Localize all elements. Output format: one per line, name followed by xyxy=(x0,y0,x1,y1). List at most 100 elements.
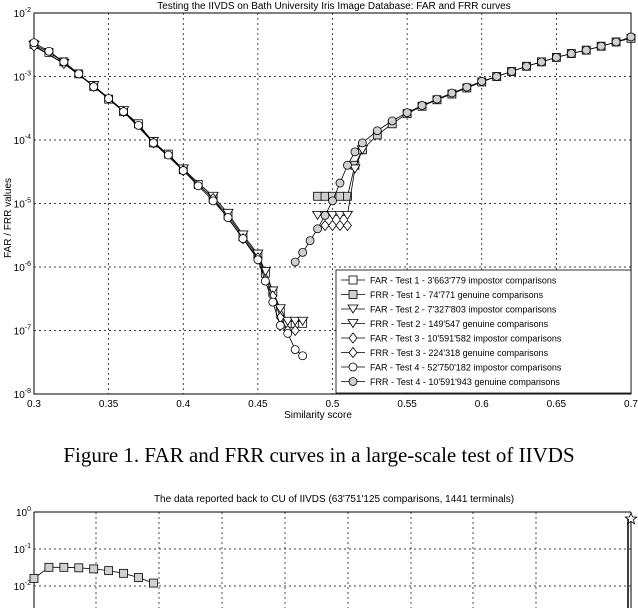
data-point xyxy=(29,574,39,583)
data-point xyxy=(334,210,346,221)
series xyxy=(624,511,638,525)
data-point xyxy=(148,578,158,588)
data-point xyxy=(74,69,84,79)
data-point xyxy=(193,181,203,191)
data-point xyxy=(275,321,285,330)
y-tick-label: 10-2 xyxy=(14,7,31,20)
data-point xyxy=(104,566,114,576)
x-axis-label: Similarity score xyxy=(284,410,352,421)
x-tick-label: 0.65 xyxy=(547,399,567,410)
legend-item: FAR - Test 1 - 3'663'779 impostor compar… xyxy=(341,276,557,286)
data-point xyxy=(342,219,352,232)
legend-marker xyxy=(348,377,358,386)
data-point xyxy=(59,562,69,572)
data-point xyxy=(148,138,158,148)
data-point xyxy=(326,210,339,221)
legend-marker xyxy=(348,332,358,344)
legend-marker xyxy=(347,304,359,314)
y-tick-label: 10-5 xyxy=(14,198,31,211)
data-point xyxy=(343,191,352,201)
series xyxy=(290,32,636,267)
data-point xyxy=(626,32,636,42)
data-point xyxy=(313,191,322,201)
series xyxy=(313,33,636,201)
x-tick-label: 0.7 xyxy=(624,399,638,410)
data-point xyxy=(289,316,301,326)
data-point xyxy=(104,94,114,103)
series-group-2 xyxy=(29,511,638,608)
legend-marker xyxy=(347,319,359,329)
data-point xyxy=(320,191,330,201)
legend-item: FRR - Test 1 - 74'771 genuine comparison… xyxy=(341,290,544,300)
data-point xyxy=(447,88,457,98)
data-point xyxy=(305,236,315,246)
legend-item: FAR - Test 3 - 10'591'582 impostor compa… xyxy=(341,332,562,344)
data-point xyxy=(290,257,300,267)
y-axis: 10-2 10-3 10-4 10-5 10-6 10-7 10-8 xyxy=(14,7,31,401)
series-group xyxy=(28,32,636,361)
data-point xyxy=(89,82,99,92)
x-tick-label: 0.4 xyxy=(176,399,190,410)
data-point xyxy=(432,94,442,104)
data-point xyxy=(238,234,248,244)
data-point xyxy=(44,46,54,56)
data-point xyxy=(327,219,338,232)
legend-label: FAR - Test 4 - 52'750'182 impostor compa… xyxy=(370,363,562,373)
data-point xyxy=(59,57,69,67)
data-point xyxy=(268,297,278,307)
y-tick-label: 10-3 xyxy=(14,71,31,84)
data-point xyxy=(320,219,330,232)
plot-frame xyxy=(33,12,632,395)
data-point xyxy=(119,107,128,117)
figure-caption: Figure 1. FAR and FRR curves in a large-… xyxy=(63,443,575,467)
legend-marker xyxy=(348,275,358,285)
data-point xyxy=(335,178,345,188)
data-point xyxy=(350,147,360,157)
y-tick-label: 10-2 xyxy=(14,580,31,593)
y-tick-label: 10-8 xyxy=(14,388,31,401)
legend-item: FRR - Test 2 - 149'547 genuine compariso… xyxy=(341,319,549,329)
x-tick-label: 0.45 xyxy=(248,399,268,410)
legend-label: FAR - Test 2 - 7'327'803 impostor compar… xyxy=(370,305,557,315)
legend-item: FRR - Test 3 - 224'318 genuine compariso… xyxy=(341,346,549,359)
chart-title: Testing the IIVDS on Bath University Iri… xyxy=(157,1,510,12)
data-point xyxy=(89,564,99,574)
y-tick-label: 10-1 xyxy=(14,543,31,556)
data-point xyxy=(178,166,188,175)
y-tick-label: 100 xyxy=(16,506,31,519)
data-point xyxy=(343,160,352,170)
legend-item: FAR - Test 2 - 7'327'803 impostor compar… xyxy=(341,305,557,315)
data-point xyxy=(298,247,308,257)
data-point xyxy=(596,41,606,51)
x-tick-label: 0.35 xyxy=(99,399,119,410)
data-point xyxy=(566,49,576,58)
data-point xyxy=(134,120,143,130)
series xyxy=(29,562,158,588)
data-point xyxy=(417,101,427,110)
data-point xyxy=(298,351,308,361)
y-axis-2: 100 10-1 10-2 xyxy=(14,506,31,593)
x-tick-label: 0.3 xyxy=(27,399,41,410)
legend-label: FRR - Test 1 - 74'771 genuine comparison… xyxy=(370,290,544,300)
series-line xyxy=(317,37,632,197)
data-point xyxy=(624,511,638,525)
data-point xyxy=(313,224,322,234)
data-point xyxy=(260,276,270,286)
data-point xyxy=(522,61,531,71)
data-point xyxy=(163,150,173,160)
legend-box xyxy=(335,269,632,394)
data-point xyxy=(274,304,286,314)
legend-marker xyxy=(348,362,358,372)
data-point xyxy=(328,196,337,206)
data-point xyxy=(119,568,128,578)
data-point xyxy=(492,72,502,81)
data-point xyxy=(320,210,330,220)
legend-label: FRR - Test 2 - 149'547 genuine compariso… xyxy=(370,319,549,329)
legend-label: FAR - Test 1 - 3'663'779 impostor compar… xyxy=(370,276,557,286)
data-point xyxy=(551,52,561,62)
series xyxy=(29,38,308,361)
grid-lines-2 xyxy=(34,512,631,608)
data-point xyxy=(581,45,591,55)
legend-label: FRR - Test 3 - 224'318 genuine compariso… xyxy=(370,348,549,358)
chart-title-2: The data reported back to CU of IIVDS (6… xyxy=(154,494,514,505)
